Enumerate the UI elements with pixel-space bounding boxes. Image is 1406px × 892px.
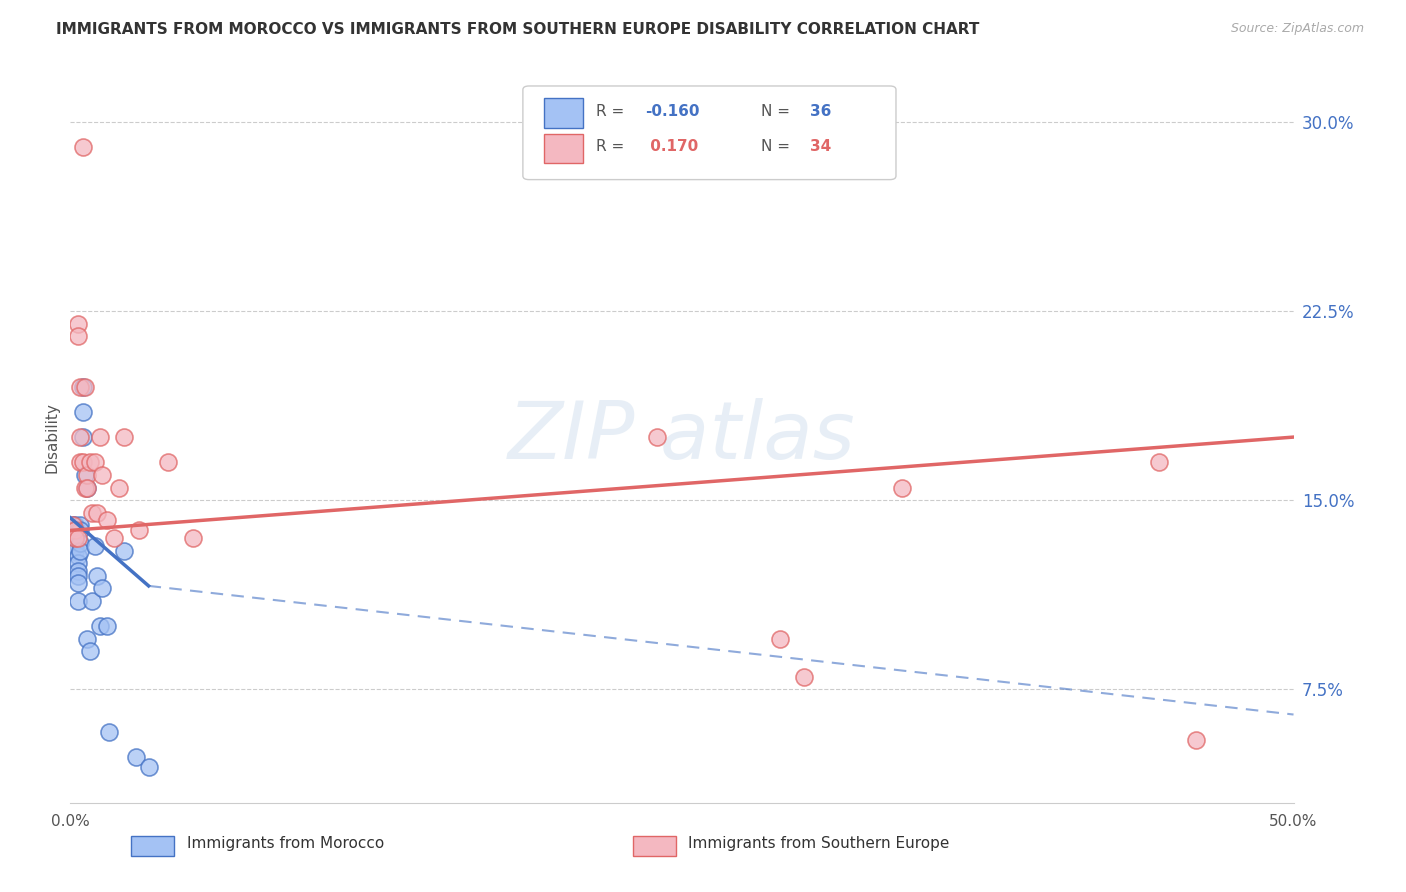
Point bbox=[76, 632, 98, 646]
Point bbox=[62, 518, 84, 533]
Point bbox=[63, 518, 86, 533]
Point bbox=[69, 543, 91, 558]
Point bbox=[1147, 455, 1170, 469]
Point bbox=[125, 750, 148, 764]
Point bbox=[62, 536, 84, 550]
Point bbox=[128, 524, 150, 538]
Point bbox=[108, 481, 131, 495]
Point bbox=[69, 524, 91, 538]
FancyBboxPatch shape bbox=[544, 134, 583, 163]
Point bbox=[63, 524, 86, 538]
Text: Immigrants from Southern Europe: Immigrants from Southern Europe bbox=[688, 836, 949, 851]
Point bbox=[69, 518, 91, 533]
Point bbox=[76, 467, 98, 482]
Point bbox=[63, 539, 86, 553]
Point bbox=[66, 549, 89, 563]
Point bbox=[69, 536, 91, 550]
Point bbox=[112, 543, 135, 558]
Point bbox=[76, 481, 98, 495]
Point bbox=[69, 430, 91, 444]
Point bbox=[86, 569, 108, 583]
Text: N =: N = bbox=[762, 139, 796, 154]
Point bbox=[96, 619, 118, 633]
Point bbox=[62, 528, 84, 542]
Point bbox=[73, 467, 96, 482]
Text: N =: N = bbox=[762, 104, 796, 120]
Point bbox=[66, 317, 89, 331]
Point bbox=[86, 506, 108, 520]
Point bbox=[72, 379, 94, 393]
Point bbox=[98, 725, 121, 739]
Text: Source: ZipAtlas.com: Source: ZipAtlas.com bbox=[1230, 22, 1364, 36]
Point bbox=[73, 481, 96, 495]
Point bbox=[82, 594, 104, 608]
Point bbox=[69, 455, 91, 469]
Text: IMMIGRANTS FROM MOROCCO VS IMMIGRANTS FROM SOUTHERN EUROPE DISABILITY CORRELATIO: IMMIGRANTS FROM MOROCCO VS IMMIGRANTS FR… bbox=[56, 22, 980, 37]
Point bbox=[91, 467, 114, 482]
Point bbox=[647, 430, 669, 444]
Text: ZIP atlas: ZIP atlas bbox=[508, 398, 856, 476]
Point bbox=[62, 518, 84, 533]
Point bbox=[62, 524, 84, 538]
Point bbox=[66, 564, 89, 578]
Point bbox=[96, 513, 118, 527]
Point bbox=[82, 506, 104, 520]
Point bbox=[79, 644, 101, 658]
Text: -0.160: -0.160 bbox=[645, 104, 700, 120]
Point bbox=[63, 525, 86, 540]
Point bbox=[112, 430, 135, 444]
Point bbox=[69, 379, 91, 393]
Point bbox=[66, 594, 89, 608]
FancyBboxPatch shape bbox=[132, 836, 174, 856]
Point bbox=[181, 531, 204, 545]
Point bbox=[72, 455, 94, 469]
Point bbox=[66, 569, 89, 583]
Y-axis label: Disability: Disability bbox=[44, 401, 59, 473]
Point bbox=[72, 405, 94, 419]
Text: 36: 36 bbox=[810, 104, 832, 120]
FancyBboxPatch shape bbox=[523, 86, 896, 179]
Point bbox=[72, 140, 94, 154]
Text: Immigrants from Morocco: Immigrants from Morocco bbox=[187, 836, 384, 851]
Point bbox=[891, 481, 914, 495]
Point bbox=[76, 481, 98, 495]
Point bbox=[63, 531, 86, 545]
Text: 34: 34 bbox=[810, 139, 831, 154]
Point bbox=[89, 619, 111, 633]
Point bbox=[63, 543, 86, 558]
Point bbox=[79, 455, 101, 469]
Point bbox=[83, 455, 105, 469]
Point bbox=[138, 760, 160, 774]
Point bbox=[103, 531, 125, 545]
Text: R =: R = bbox=[596, 104, 630, 120]
Point bbox=[91, 582, 114, 596]
Point bbox=[66, 531, 89, 545]
Text: R =: R = bbox=[596, 139, 630, 154]
Point bbox=[157, 455, 180, 469]
Point bbox=[83, 539, 105, 553]
Point bbox=[66, 329, 89, 343]
Point bbox=[793, 670, 815, 684]
Point bbox=[72, 430, 94, 444]
FancyBboxPatch shape bbox=[633, 836, 676, 856]
Point bbox=[769, 632, 792, 646]
Point bbox=[66, 576, 89, 591]
Point bbox=[63, 531, 86, 545]
Point bbox=[66, 556, 89, 570]
FancyBboxPatch shape bbox=[544, 98, 583, 128]
Point bbox=[1184, 732, 1206, 747]
Point bbox=[73, 379, 96, 393]
Text: 0.170: 0.170 bbox=[645, 139, 699, 154]
Point bbox=[89, 430, 111, 444]
